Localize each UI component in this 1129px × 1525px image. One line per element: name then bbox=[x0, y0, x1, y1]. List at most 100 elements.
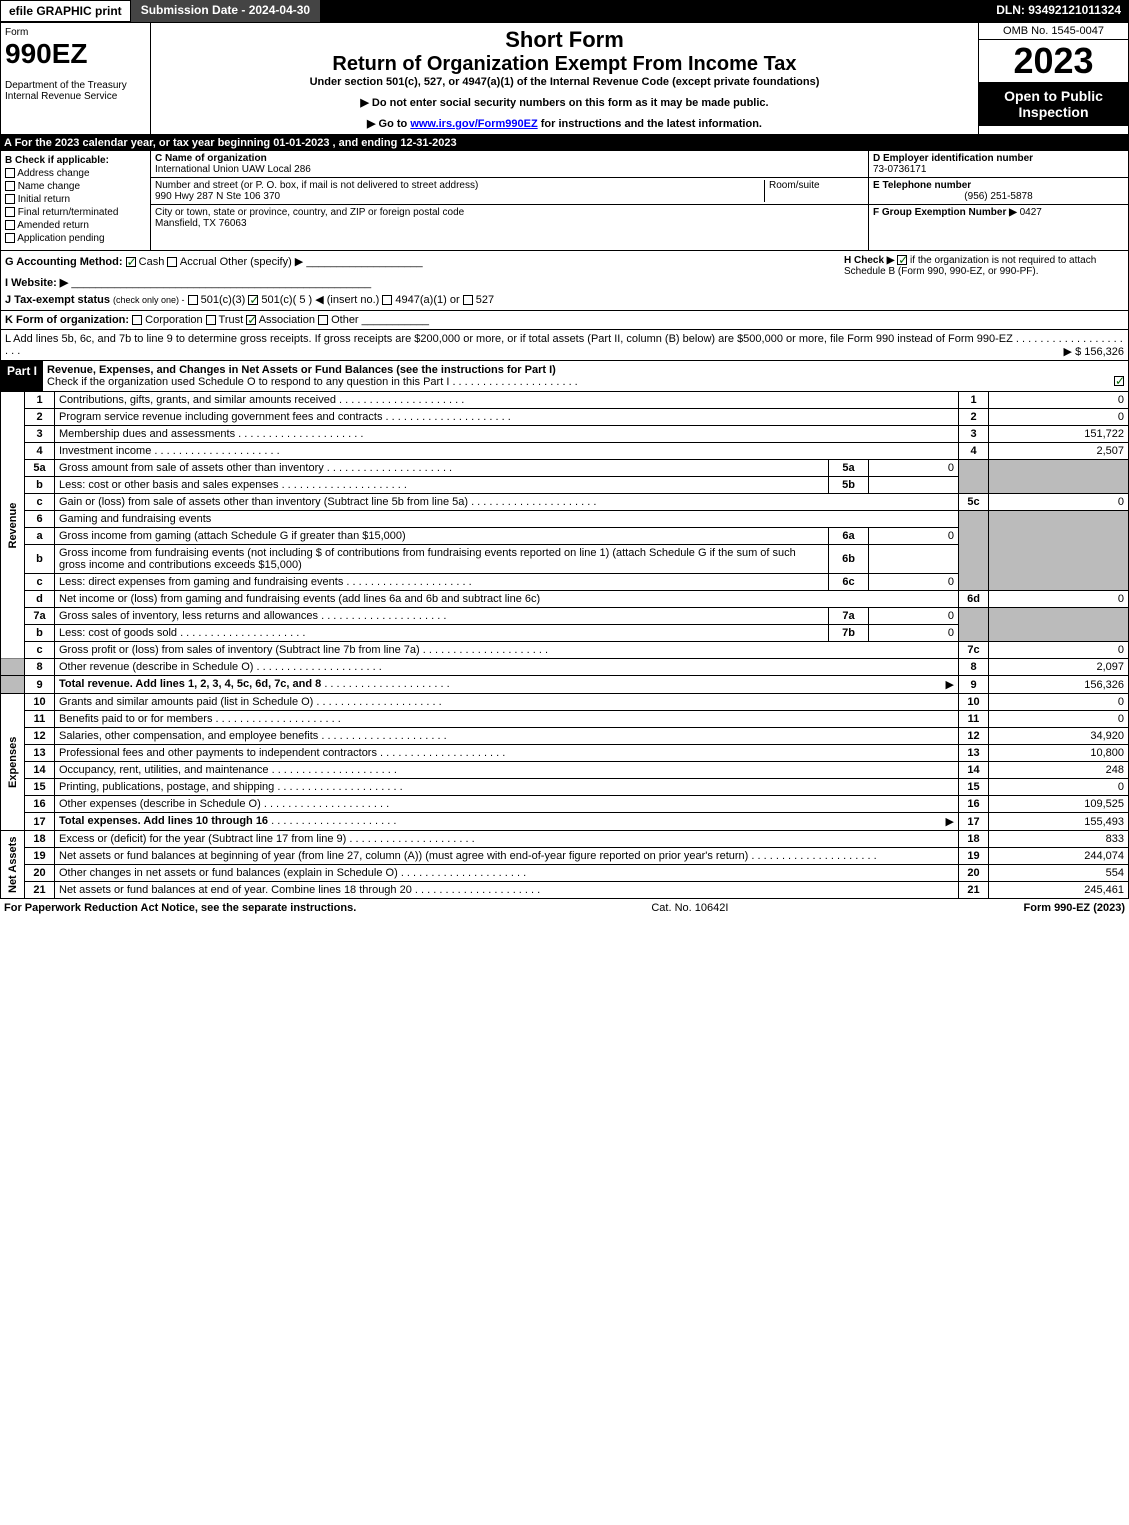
row-5a: 5aGross amount from sale of assets other… bbox=[1, 460, 1129, 477]
row-19: 19Net assets or fund balances at beginni… bbox=[1, 848, 1129, 865]
l18-text: Excess or (deficit) for the year (Subtra… bbox=[59, 833, 346, 845]
ein-cell: D Employer identification number 73-0736… bbox=[869, 151, 1128, 178]
section-g: G Accounting Method: Cash Accrual Other … bbox=[5, 255, 844, 268]
footer-mid: Cat. No. 10642I bbox=[356, 902, 1023, 914]
l3-val: 151,722 bbox=[989, 426, 1129, 443]
l14-box: 14 bbox=[959, 762, 989, 779]
l10-text: Grants and similar amounts paid (list in… bbox=[59, 696, 313, 708]
l6-text: Gaming and fundraising events bbox=[55, 511, 959, 528]
l7a-text: Gross sales of inventory, less returns a… bbox=[59, 610, 318, 622]
return-title: Return of Organization Exempt From Incom… bbox=[155, 53, 974, 76]
chk-application-pending[interactable]: Application pending bbox=[5, 233, 146, 244]
l5b-text: Less: cost or other basis and sales expe… bbox=[59, 479, 279, 491]
l17-box: 17 bbox=[959, 813, 989, 831]
l13-box: 13 bbox=[959, 745, 989, 762]
chk-trust[interactable] bbox=[206, 315, 216, 325]
row-20: 20 Other changes in net assets or fund ba… bbox=[1, 865, 1129, 882]
l19-val: 244,074 bbox=[989, 848, 1129, 865]
chk-schedule-o[interactable] bbox=[1114, 376, 1124, 386]
l20-box: 20 bbox=[959, 865, 989, 882]
l20-text: Other changes in net assets or fund bala… bbox=[59, 867, 398, 879]
chk-initial-return[interactable]: Initial return bbox=[5, 194, 146, 205]
chk-501c3[interactable] bbox=[188, 295, 198, 305]
row-12: 12Salaries, other compensation, and empl… bbox=[1, 728, 1129, 745]
accrual-label: Accrual bbox=[180, 256, 217, 268]
part1-title: Revenue, Expenses, and Changes in Net As… bbox=[43, 361, 1128, 391]
ssn-note: ▶ Do not enter social security numbers o… bbox=[155, 96, 974, 109]
section-j: J Tax-exempt status (check only one) - 5… bbox=[5, 293, 844, 306]
chk-label-0: Address change bbox=[17, 168, 89, 179]
l7b-text: Less: cost of goods sold bbox=[59, 627, 177, 639]
street-row: Number and street (or P. O. box, if mail… bbox=[151, 178, 868, 205]
l9-val: 156,326 bbox=[989, 676, 1129, 694]
row-21: 21Net assets or fund balances at end of … bbox=[1, 882, 1129, 899]
l5b-sub: 5b bbox=[829, 477, 869, 494]
chk-address-change[interactable]: Address change bbox=[5, 168, 146, 179]
l6c-text: Less: direct expenses from gaming and fu… bbox=[59, 576, 343, 588]
l5a-mini: 0 bbox=[869, 460, 959, 477]
group-cell: F Group Exemption Number ▶ 0427 bbox=[869, 205, 1128, 220]
l7c-box: 7c bbox=[959, 642, 989, 659]
l9-arrow: ▶ bbox=[946, 678, 954, 691]
chk-label-4: Amended return bbox=[17, 220, 89, 231]
chk-corp[interactable] bbox=[132, 315, 142, 325]
l6a-mini: 0 bbox=[869, 528, 959, 545]
l19-box: 19 bbox=[959, 848, 989, 865]
l1-val: 0 bbox=[989, 392, 1129, 409]
l18-box: 18 bbox=[959, 831, 989, 848]
l5c-val: 0 bbox=[989, 494, 1129, 511]
l5c-text: Gain or (loss) from sale of assets other… bbox=[59, 496, 468, 508]
city-label: City or town, state or province, country… bbox=[155, 207, 864, 218]
l6d-text: Net income or (loss) from gaming and fun… bbox=[55, 591, 959, 608]
l-text: L Add lines 5b, 6c, and 7b to line 9 to … bbox=[5, 333, 1013, 345]
submission-date: Submission Date - 2024-04-30 bbox=[131, 0, 320, 22]
l5a-sub: 5a bbox=[829, 460, 869, 477]
row-13: 13Professional fees and other payments t… bbox=[1, 745, 1129, 762]
chk-name-change[interactable]: Name change bbox=[5, 181, 146, 192]
chk-amended-return[interactable]: Amended return bbox=[5, 220, 146, 231]
row-15: 15Printing, publications, postage, and s… bbox=[1, 779, 1129, 796]
info-block: B Check if applicable: Address change Na… bbox=[0, 151, 1129, 251]
chk-final-return[interactable]: Final return/terminated bbox=[5, 207, 146, 218]
chk-4947[interactable] bbox=[382, 295, 392, 305]
l10-box: 10 bbox=[959, 694, 989, 711]
row-17: 17Total expenses. Add lines 10 through 1… bbox=[1, 813, 1129, 831]
chk-accrual[interactable] bbox=[167, 257, 177, 267]
section-def: D Employer identification number 73-0736… bbox=[868, 151, 1128, 250]
form-code: 990EZ bbox=[5, 38, 146, 70]
footer-right: Form 990-EZ (2023) bbox=[1024, 902, 1126, 914]
part1-table: Revenue 1 Contributions, gifts, grants, … bbox=[0, 392, 1129, 899]
h-label: H Check ▶ bbox=[844, 255, 894, 266]
phone-label: E Telephone number bbox=[873, 180, 1124, 191]
chk-assoc[interactable] bbox=[246, 315, 256, 325]
l20-val: 554 bbox=[989, 865, 1129, 882]
header-mid: Short Form Return of Organization Exempt… bbox=[151, 23, 978, 134]
form-label: Form bbox=[5, 27, 146, 38]
header-left: Form 990EZ Department of the Treasury In… bbox=[1, 23, 151, 134]
l4-text: Investment income bbox=[59, 445, 151, 457]
section-k: K Form of organization: Corporation Trus… bbox=[0, 311, 1129, 330]
chk-h[interactable] bbox=[897, 255, 907, 265]
phone-cell: E Telephone number (956) 251-5878 bbox=[869, 178, 1128, 205]
l10-val: 0 bbox=[989, 694, 1129, 711]
row-7c: cGross profit or (loss) from sales of in… bbox=[1, 642, 1129, 659]
chk-527[interactable] bbox=[463, 295, 473, 305]
l1-box: 1 bbox=[959, 392, 989, 409]
phone-value: (956) 251-5878 bbox=[873, 191, 1124, 202]
irs-link[interactable]: www.irs.gov/Form990EZ bbox=[410, 118, 537, 130]
l15-box: 15 bbox=[959, 779, 989, 796]
row-6d: dNet income or (loss) from gaming and fu… bbox=[1, 591, 1129, 608]
l1-text: Contributions, gifts, grants, and simila… bbox=[59, 394, 336, 406]
l5c-box: 5c bbox=[959, 494, 989, 511]
chk-other-org[interactable] bbox=[318, 315, 328, 325]
room-label: Room/suite bbox=[769, 180, 864, 191]
l6c-sub: 6c bbox=[829, 574, 869, 591]
dln-label: DLN: 93492121011324 bbox=[988, 0, 1129, 22]
line-a: A For the 2023 calendar year, or tax yea… bbox=[0, 135, 1129, 151]
tax-year: 2023 bbox=[979, 40, 1128, 82]
l14-val: 248 bbox=[989, 762, 1129, 779]
chk-cash[interactable] bbox=[126, 257, 136, 267]
l7c-val: 0 bbox=[989, 642, 1129, 659]
efile-print-button[interactable]: efile GRAPHIC print bbox=[0, 0, 131, 22]
chk-501c[interactable] bbox=[248, 295, 258, 305]
